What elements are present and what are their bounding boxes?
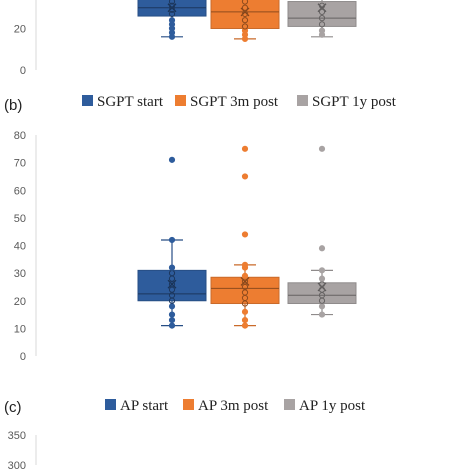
y-tick-label: 30: [14, 268, 26, 280]
data-point: [241, 145, 249, 152]
data-point: [318, 311, 326, 318]
data-point: [241, 10, 249, 18]
legend-swatch: [297, 95, 308, 106]
box-series: [137, 0, 207, 40]
iqr-box: [287, 1, 357, 27]
data-point: [241, 17, 249, 24]
data-point: [168, 322, 176, 329]
y-tick-label: 20: [14, 296, 26, 308]
panel-c: 300 350: [8, 430, 37, 472]
data-point: [241, 173, 249, 180]
box-series: [287, 145, 357, 318]
legend-swatch: [175, 95, 186, 106]
box-series: [287, 0, 357, 38]
box-series: [210, 0, 280, 42]
y-tick-label: 0: [20, 65, 26, 77]
legend-label: AP 1y post: [299, 398, 366, 414]
data-point: [168, 264, 176, 271]
data-point: [241, 272, 249, 279]
data-point: [318, 27, 326, 34]
legend-label: SGPT 1y post: [312, 94, 397, 110]
data-point: [168, 311, 176, 318]
y-tick-label: 50: [14, 213, 26, 225]
y-tick-label: 60: [14, 185, 26, 197]
data-point: [318, 8, 326, 15]
legend-swatch: [105, 399, 116, 410]
data-point: [168, 17, 176, 24]
legend-label: SGPT start: [97, 94, 164, 110]
data-point: [241, 316, 249, 324]
data-point: [241, 0, 249, 5]
y-tick-label: 350: [8, 430, 26, 442]
legend-label: SGPT 3m post: [190, 94, 279, 110]
panel-b: 0 10 20 30 40 50 60 70 80: [14, 130, 357, 363]
data-point: [318, 2, 326, 9]
y-tick-label: 80: [14, 130, 26, 142]
data-point: [241, 23, 249, 30]
data-point: [318, 267, 326, 274]
data-point: [241, 322, 249, 329]
data-point: [241, 27, 249, 34]
data-point: [318, 303, 326, 310]
mean-marker: [167, 279, 177, 289]
y-tick-label: 20: [14, 24, 26, 36]
mean-marker: [240, 276, 250, 286]
y-tick-label: 40: [14, 241, 26, 253]
data-point: [168, 6, 176, 13]
iqr-box: [137, 269, 207, 302]
legend-label: AP 3m post: [198, 398, 269, 414]
y-tick-label: 10: [14, 323, 26, 335]
data-point: [318, 275, 326, 282]
data-point: [168, 156, 176, 163]
data-point: [168, 0, 176, 5]
data-point: [318, 15, 326, 22]
legend-label: AP start: [120, 398, 169, 414]
data-point: [241, 4, 249, 11]
legend-c: AP start AP 3m post AP 1y post: [105, 398, 366, 414]
legend-swatch: [183, 399, 194, 410]
panel-a: 0 20: [14, 0, 357, 77]
box-series: [210, 145, 280, 329]
data-point: [168, 2, 176, 9]
legend-swatch: [284, 399, 295, 410]
panel-b-label: (b): [4, 97, 22, 114]
data-point: [318, 145, 326, 152]
legend-b: SGPT start SGPT 3m post SGPT 1y post: [82, 94, 397, 110]
legend-swatch: [82, 95, 93, 106]
data-point: [241, 231, 249, 238]
y-tick-label: 70: [14, 158, 26, 170]
data-point: [318, 21, 326, 28]
data-point: [168, 10, 176, 18]
data-point: [168, 303, 176, 310]
data-point: [318, 245, 326, 252]
panel-c-label: (c): [4, 399, 22, 416]
iqr-box: [287, 282, 357, 305]
data-point: [241, 308, 249, 315]
data-point: [168, 236, 176, 244]
data-point: [241, 261, 249, 268]
y-tick-label: 300: [8, 460, 26, 472]
box-series: [137, 156, 207, 329]
y-tick-label: 0: [20, 351, 26, 363]
data-point: [168, 316, 176, 324]
